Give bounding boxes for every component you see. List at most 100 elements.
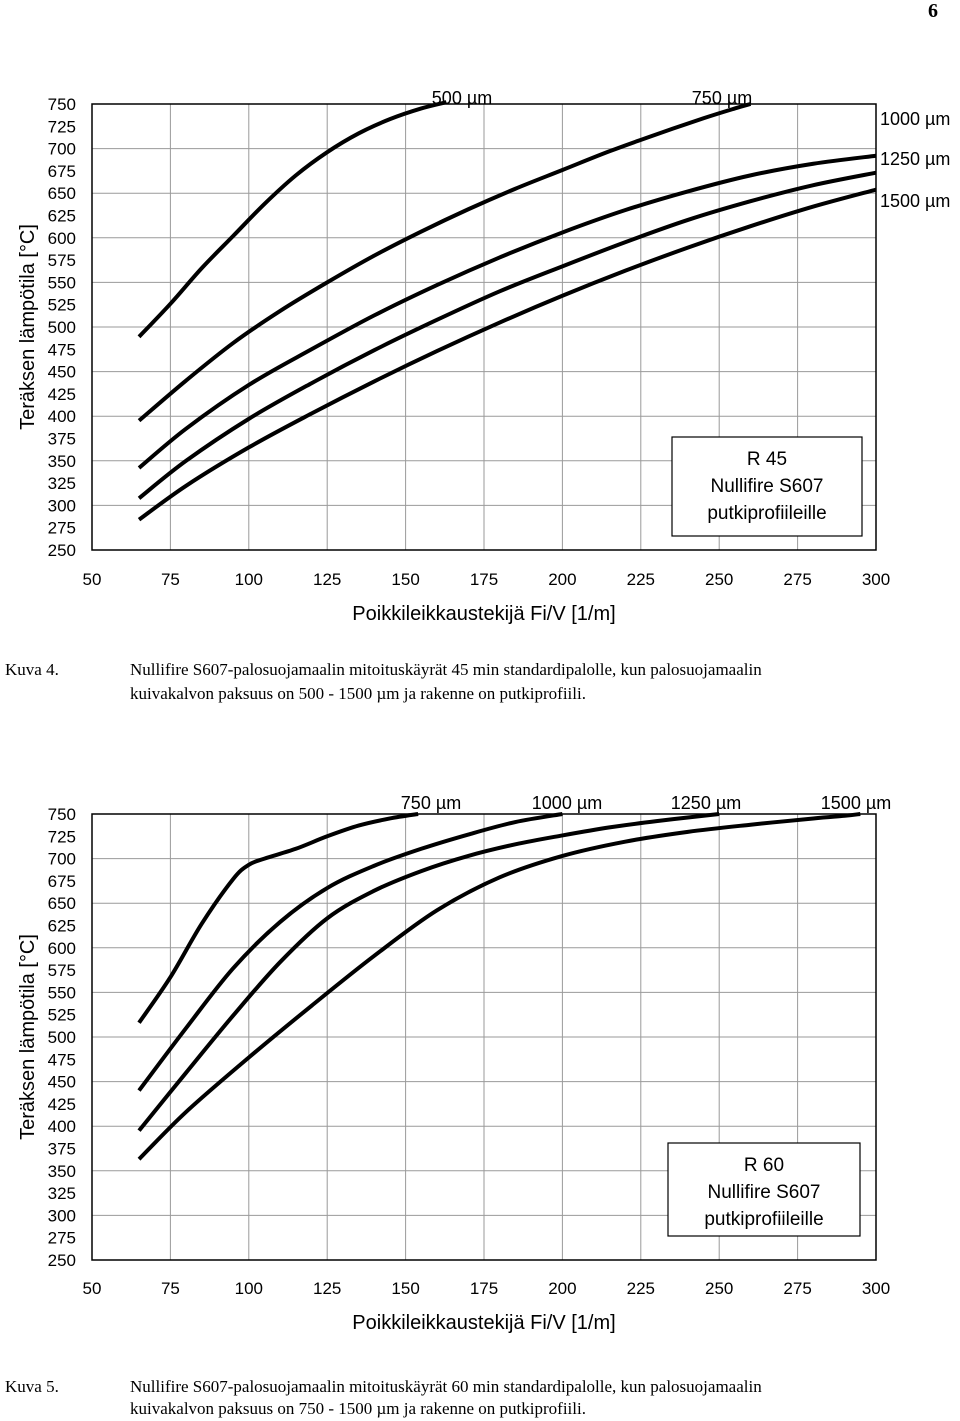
x-axis-title: Poikkileikkaustekijä Fi/V [1/m] [352,603,615,625]
x-tick-label: 200 [548,570,576,589]
y-tick-label: 325 [48,1184,76,1203]
y-tick-label: 575 [48,961,76,980]
y-tick-label: 400 [48,407,76,426]
y-tick-label: 250 [48,1251,76,1270]
y-tick-label: 300 [48,496,76,515]
legend-box: R 45 Nullifire S607 putkiprofiileille [671,436,863,537]
y-tick-label: 650 [48,184,76,203]
y-tick-label: 375 [48,430,76,449]
y-tick-label: 450 [48,1073,76,1092]
y-tick-label: 725 [48,117,76,136]
x-tick-label: 150 [391,570,419,589]
legend-line: Nullifire S607 [711,476,824,497]
x-tick-label: 75 [161,1279,180,1298]
legend-line: putkiprofiileille [707,503,826,524]
legend-line: R 60 [744,1155,784,1176]
caption-label: Kuva 5. [5,1377,59,1396]
y-tick-label: 700 [48,140,76,159]
y-tick-label: 625 [48,917,76,936]
plot-frame [91,103,877,551]
series-line-500 [137,100,447,339]
y-tick-label: 725 [48,827,76,846]
y-tick-label: 325 [48,474,76,493]
chart-r45: 750 725 700 675 650 625 600 575 550 525 500 475 450 4… [17,88,950,625]
x-tick-label: 125 [313,570,341,589]
y-tick-label: 500 [48,1028,76,1047]
series-line-750 [137,812,419,1024]
y-tick-label: 425 [48,385,76,404]
y-tick-label: 500 [48,318,76,337]
x-tick-label: 100 [235,570,263,589]
y-tick-label: 475 [48,1050,76,1069]
y-tick-label: 525 [48,296,76,315]
y-tick-label: 750 [48,805,76,824]
x-tick-label: 175 [470,1279,498,1298]
legend-frame [667,1142,861,1237]
x-tick-label: 50 [83,1279,102,1298]
y-tick-label: 400 [48,1117,76,1136]
y-tick-label: 600 [48,229,76,248]
y-tick-label: 350 [48,1162,76,1181]
caption-line-2: kuivakalvon paksuus on 500 - 1500 µm ja … [130,684,586,703]
plot-frame [91,813,877,1261]
series-line-1000 [137,812,563,1092]
series-label-1500: 1500 µm [821,793,891,813]
x-axis-title: Poikkileikkaustekijä Fi/V [1/m] [352,1312,615,1334]
y-tick-label: 525 [48,1006,76,1025]
caption-line-2: kuivakalvon paksuus on 750 - 1500 µm ja … [130,1399,586,1418]
y-tick-label: 250 [48,541,76,560]
y-tick-label: 750 [48,95,76,114]
caption-line-1: Nullifire S607-palosuojamaalin mitoitusk… [130,1377,762,1396]
x-tick-label: 75 [161,570,180,589]
x-tick-label: 275 [783,570,811,589]
x-tick-label: 300 [862,1279,890,1298]
series-line-750 [137,102,752,423]
x-tick-label: 125 [313,1279,341,1298]
series-line-1500 [137,812,861,1161]
y-axis-title: Teräksen lämpötila [°C] [17,934,39,1140]
x-tick-label: 250 [705,1279,733,1298]
series-label-1250: 1250 µm [880,149,950,169]
series-label-750: 750 µm [401,793,461,813]
y-tick-label: 375 [48,1140,76,1159]
page-number: 6 [928,0,938,22]
x-tick-label: 225 [627,1279,655,1298]
y-tick-label: 300 [48,1206,76,1225]
y-tick-label: 275 [48,519,76,538]
y-tick-label: 675 [48,872,76,891]
y-tick-label: 600 [48,939,76,958]
y-axis-title: Teräksen lämpötila [°C] [17,224,39,430]
y-tick-label: 425 [48,1095,76,1114]
x-tick-label: 300 [862,570,890,589]
y-tick-label: 700 [48,850,76,869]
series-label-1000: 1000 µm [532,793,602,813]
caption-label: Kuva 4. [5,660,59,679]
y-tick-label: 450 [48,363,76,382]
y-tick-label: 275 [48,1229,76,1248]
y-tick-label: 625 [48,207,76,226]
x-tick-label: 225 [627,570,655,589]
series-label-750: 750 µm [692,88,752,108]
series-line-1500 [137,187,877,522]
series-label-500: 500 µm [432,88,492,108]
caption-kuva-5: Kuva 5. Nullifire S607-palosuojamaalin m… [5,1376,955,1420]
chart-r60: 750 725 700 675 650 625 600 575 550 525 500 475 450 4… [17,793,891,1334]
y-tick-label: 575 [48,251,76,270]
x-tick-label: 200 [548,1279,576,1298]
legend-line: putkiprofiileille [704,1209,823,1230]
y-tick-label: 350 [48,452,76,471]
y-tick-label: 475 [48,340,76,359]
x-tick-label: 100 [235,1279,263,1298]
y-tick-label: 650 [48,894,76,913]
x-tick-label: 175 [470,570,498,589]
y-tick-label: 675 [48,162,76,181]
series-line-1250 [137,812,720,1132]
y-tick-label: 550 [48,983,76,1002]
legend-line: R 45 [747,449,787,470]
x-tick-label: 275 [783,1279,811,1298]
series-label-1000: 1000 µm [880,109,950,129]
series-label-1250: 1250 µm [671,793,741,813]
series-line-1000 [137,153,877,470]
caption-kuva-4: Kuva 4. Nullifire S607-palosuojamaalin m… [5,659,955,709]
series-label-1500: 1500 µm [880,191,950,211]
